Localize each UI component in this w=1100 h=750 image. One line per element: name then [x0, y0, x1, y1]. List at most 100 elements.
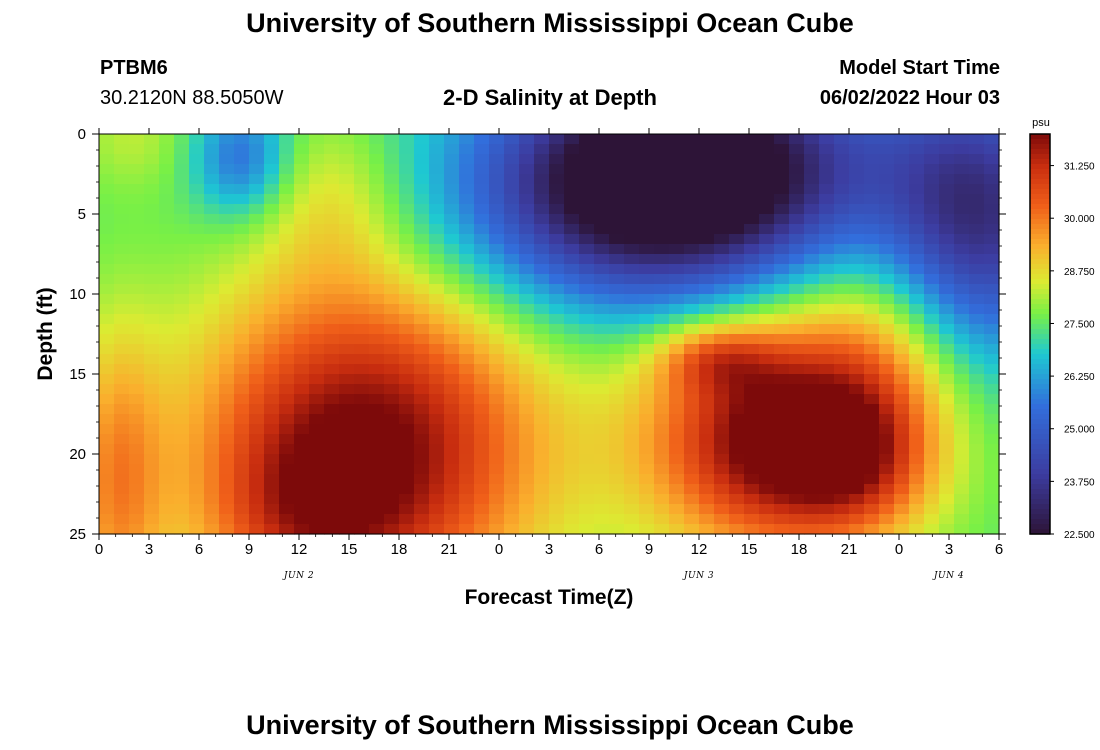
heatmap-cell: [129, 304, 145, 315]
heatmap-cell: [564, 264, 580, 275]
heatmap-cell: [204, 234, 220, 245]
heatmap-cell: [849, 134, 865, 145]
heatmap-cell: [444, 204, 460, 215]
heatmap-cell: [114, 274, 130, 285]
heatmap-cell: [924, 314, 940, 325]
colorbar-segment: [1030, 404, 1050, 410]
heatmap-cell: [744, 264, 760, 275]
heatmap-cell: [159, 174, 175, 185]
heatmap-cell: [549, 224, 565, 235]
heatmap-cell: [294, 174, 310, 185]
heatmap-cell: [939, 414, 955, 425]
heatmap-cell: [99, 144, 115, 155]
heatmap-cell: [894, 234, 910, 245]
heatmap-cell: [789, 214, 805, 225]
heatmap-cell: [204, 294, 220, 305]
heatmap-cell: [594, 424, 610, 435]
heatmap-cell: [954, 514, 970, 525]
heatmap-cell: [639, 194, 655, 205]
heatmap-cell: [174, 444, 190, 455]
heatmap-cell: [954, 324, 970, 335]
heatmap-cell: [924, 264, 940, 275]
heatmap-cell: [369, 254, 385, 265]
heatmap-cell: [624, 284, 640, 295]
heatmap-cell: [714, 444, 730, 455]
heatmap-cell: [759, 164, 775, 175]
heatmap-cell: [594, 174, 610, 185]
heatmap-cell: [819, 274, 835, 285]
heatmap-cell: [789, 184, 805, 195]
heatmap-cell: [519, 154, 535, 165]
heatmap-cell: [594, 494, 610, 505]
heatmap-cell: [684, 264, 700, 275]
heatmap-cell: [234, 474, 250, 485]
heatmap-cell: [819, 224, 835, 235]
heatmap-cell: [369, 514, 385, 525]
heatmap-cell: [384, 214, 400, 225]
heatmap-cell: [444, 274, 460, 285]
heatmap-cell: [789, 204, 805, 215]
heatmap-cell: [399, 214, 415, 225]
heatmap-cell: [759, 314, 775, 325]
heatmap-cell: [519, 204, 535, 215]
heatmap-cell: [969, 194, 985, 205]
heatmap-cell: [159, 244, 175, 255]
heatmap-cell: [339, 384, 355, 395]
heatmap-cell: [639, 364, 655, 375]
heatmap-cell: [114, 234, 130, 245]
heatmap-cell: [504, 404, 520, 415]
heatmap-cell: [489, 504, 505, 515]
heatmap-cell: [654, 224, 670, 235]
heatmap-cell: [774, 484, 790, 495]
heatmap-cell: [249, 304, 265, 315]
heatmap-cell: [234, 174, 250, 185]
heatmap-cell: [579, 324, 595, 335]
heatmap-cell: [444, 324, 460, 335]
heatmap-cell: [444, 474, 460, 485]
heatmap-cell: [474, 454, 490, 465]
heatmap-cell: [444, 434, 460, 445]
heatmap-cell: [189, 164, 205, 175]
heatmap-cell: [294, 374, 310, 385]
heatmap-cell: [384, 224, 400, 235]
heatmap-cell: [954, 394, 970, 405]
heatmap-cell: [519, 284, 535, 295]
heatmap-cell: [279, 174, 295, 185]
heatmap-cell: [654, 484, 670, 495]
heatmap-cell: [339, 424, 355, 435]
heatmap-cell: [414, 424, 430, 435]
heatmap-cell: [699, 134, 715, 145]
heatmap-cell: [849, 144, 865, 155]
heatmap-cell: [279, 254, 295, 265]
heatmap-cell: [864, 474, 880, 485]
heatmap-cell: [219, 314, 235, 325]
heatmap-cell: [534, 404, 550, 415]
heatmap-cell: [189, 434, 205, 445]
heatmap-cell: [204, 474, 220, 485]
heatmap-cell: [429, 354, 445, 365]
heatmap-cell: [354, 524, 370, 535]
heatmap-cell: [309, 194, 325, 205]
heatmap-cell: [834, 434, 850, 445]
heatmap-cell: [729, 194, 745, 205]
heatmap-cell: [144, 134, 160, 145]
heatmap-cell: [429, 134, 445, 145]
heatmap-cell: [429, 244, 445, 255]
heatmap-cell: [279, 374, 295, 385]
heatmap-cell: [909, 414, 925, 425]
heatmap-cell: [699, 204, 715, 215]
heatmap-cell: [909, 134, 925, 145]
heatmap-cell: [114, 524, 130, 535]
colorbar-tick-label: 25.000: [1064, 425, 1095, 436]
heatmap-cell: [219, 184, 235, 195]
station-id: PTBM6: [100, 57, 168, 79]
heatmap-cell: [849, 264, 865, 275]
heatmap-cell: [609, 164, 625, 175]
heatmap-cell: [399, 454, 415, 465]
heatmap-cell: [219, 284, 235, 295]
heatmap-cell: [834, 254, 850, 265]
heatmap-cell: [849, 274, 865, 285]
heatmap-cell: [324, 264, 340, 275]
heatmap-cell: [909, 144, 925, 155]
heatmap-cell: [669, 294, 685, 305]
